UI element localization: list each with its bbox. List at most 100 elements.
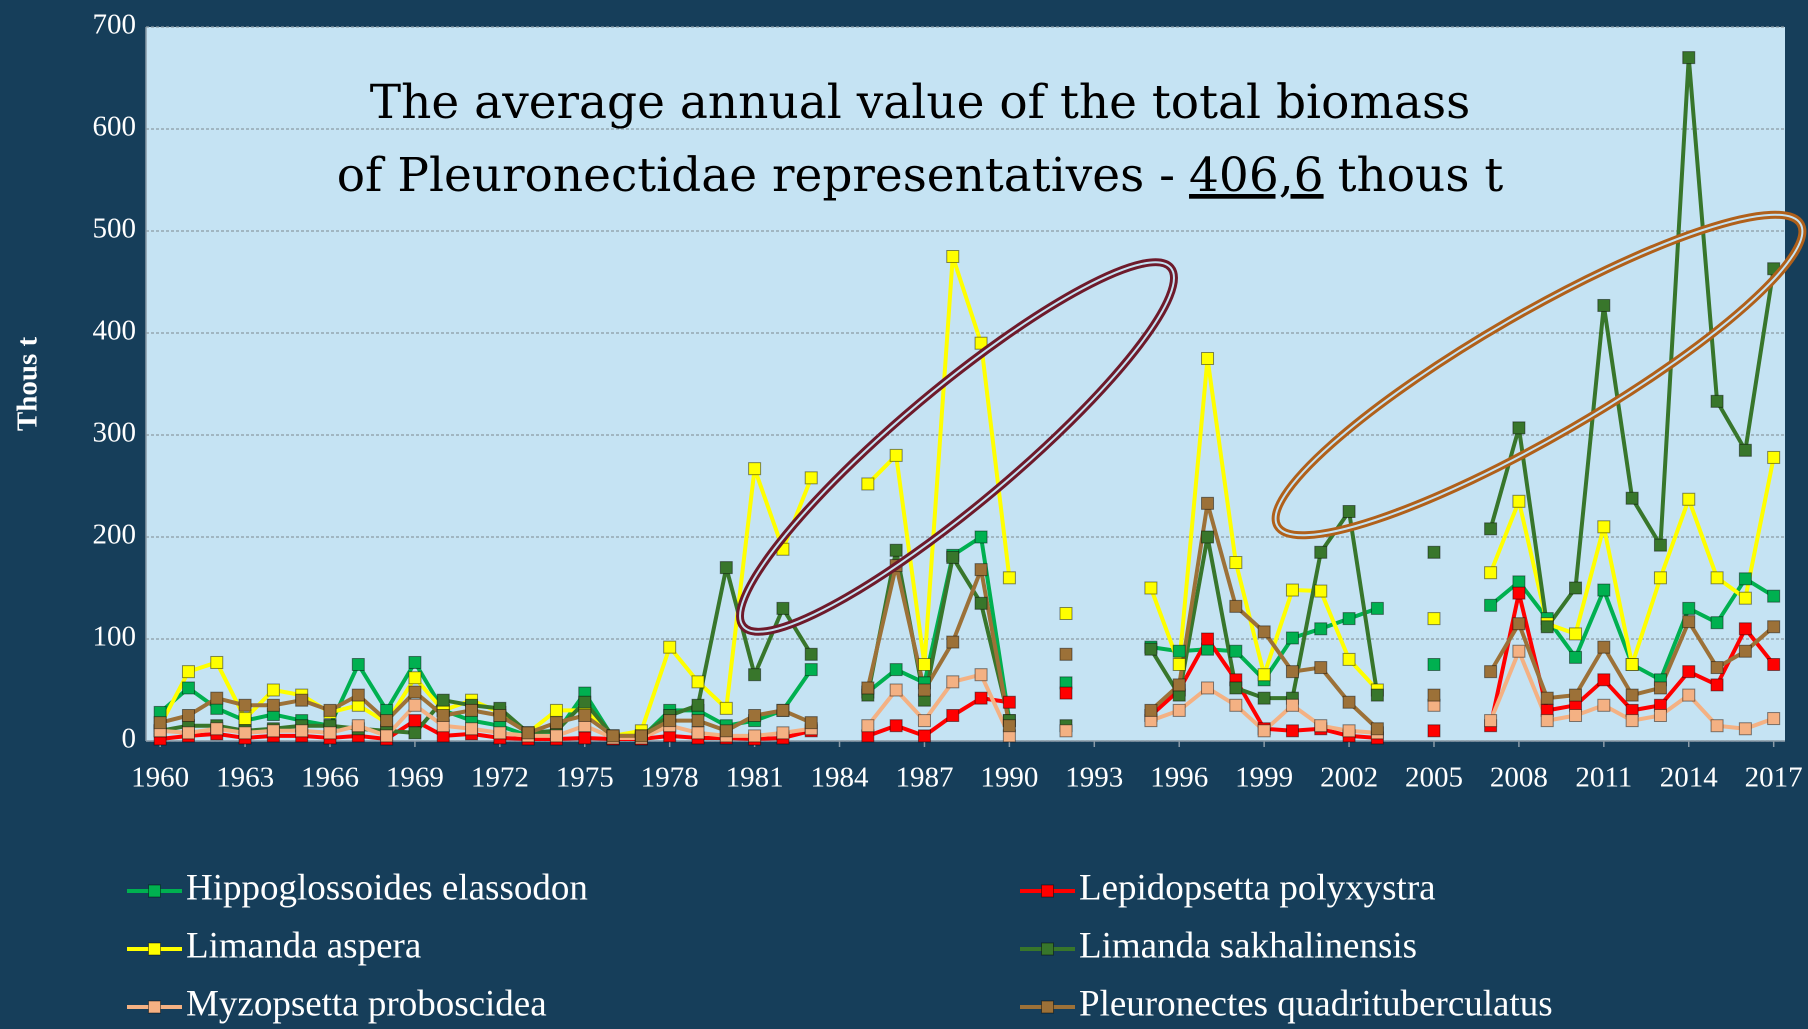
- data-point: [1370, 722, 1384, 736]
- data-point: [1738, 572, 1752, 586]
- data-point: [1710, 616, 1724, 630]
- data-point: [946, 550, 960, 564]
- data-point: [408, 698, 422, 712]
- data-point: [606, 729, 620, 743]
- data-point: [1285, 631, 1299, 645]
- data-point: [1767, 658, 1781, 671]
- data-point: [238, 698, 252, 712]
- data-point: [408, 714, 422, 728]
- plot-area: [146, 27, 1785, 741]
- data-point: [719, 701, 733, 715]
- y-tick-label: 500: [93, 213, 137, 245]
- data-point: [1342, 612, 1356, 626]
- data-point: [1540, 620, 1554, 634]
- legend-label: Myzopsetta proboscidea: [186, 983, 547, 1024]
- data-point: [266, 683, 280, 697]
- data-point: [1059, 724, 1073, 738]
- y-tick-label: 0: [122, 723, 137, 755]
- data-point: [436, 693, 450, 707]
- data-point: [1314, 622, 1328, 636]
- x-tick-label: 2002: [1320, 762, 1378, 794]
- data-point: [719, 561, 733, 575]
- data-point: [1738, 722, 1752, 736]
- data-point: [917, 714, 931, 728]
- data-point: [1597, 298, 1611, 312]
- x-tick-label: 1966: [301, 762, 359, 794]
- data-point: [1342, 505, 1356, 518]
- data-point: [1257, 668, 1271, 682]
- x-tick-label: 1987: [895, 762, 953, 794]
- data-point: [1767, 712, 1781, 726]
- series-layer: [153, 51, 1781, 746]
- data-point: [974, 530, 988, 544]
- data-point: [1342, 652, 1356, 666]
- data-point: [691, 726, 705, 740]
- y-tick-label: 700: [93, 9, 137, 41]
- data-point: [465, 703, 479, 717]
- data-point: [549, 729, 563, 743]
- x-tick-label: 2017: [1745, 762, 1803, 794]
- data-point: [1653, 709, 1667, 722]
- data-point: [238, 726, 252, 740]
- x-tick-label: 1978: [641, 762, 699, 794]
- data-point: [1682, 665, 1696, 679]
- data-point: [1314, 719, 1328, 733]
- data-point: [1512, 617, 1526, 631]
- data-point: [861, 719, 875, 733]
- title-line: The average annual value of the total bi…: [370, 75, 1470, 130]
- x-tick-label: 1972: [471, 762, 529, 794]
- data-point: [181, 681, 195, 695]
- data-point: [295, 724, 309, 738]
- data-point: [1512, 575, 1526, 589]
- data-point: [1710, 719, 1724, 733]
- data-point: [663, 714, 677, 728]
- data-point: [578, 709, 592, 722]
- data-point: [1172, 644, 1186, 658]
- data-point: [210, 722, 224, 736]
- data-point: [1059, 607, 1073, 620]
- legend: Hippoglossoides elassodon Lepidopsetta po…: [127, 867, 1553, 1024]
- data-point: [1427, 688, 1441, 702]
- data-point: [1512, 644, 1526, 658]
- data-point: [1512, 494, 1526, 508]
- data-point: [1201, 530, 1215, 544]
- legend-swatch-marker: [1041, 942, 1054, 956]
- data-point: [1342, 724, 1356, 738]
- data-point: [1285, 583, 1299, 597]
- data-point: [1229, 599, 1243, 613]
- x-tick-label: 1963: [216, 762, 274, 794]
- highlight-ellipse: [736, 258, 1178, 636]
- data-point: [946, 709, 960, 722]
- data-point: [181, 709, 195, 722]
- data-point: [1229, 644, 1243, 658]
- data-point: [1597, 520, 1611, 534]
- data-point: [1710, 394, 1724, 408]
- data-point: [1738, 591, 1752, 605]
- data-point: [748, 462, 762, 476]
- y-tick-label: 300: [93, 417, 137, 449]
- data-point: [181, 726, 195, 740]
- data-point: [181, 665, 195, 679]
- y-tick-label: 600: [93, 111, 137, 143]
- data-point: [351, 688, 365, 702]
- data-point: [1625, 688, 1639, 702]
- data-point: [1172, 703, 1186, 717]
- legend-swatch-marker: [148, 884, 161, 898]
- data-point: [1682, 601, 1696, 615]
- data-point: [889, 683, 903, 697]
- y-tick-label: 100: [93, 621, 137, 653]
- data-point: [1172, 678, 1186, 692]
- data-point: [1257, 691, 1271, 705]
- x-tick-label: 1996: [1150, 762, 1208, 794]
- data-point: [861, 681, 875, 695]
- data-point: [1285, 698, 1299, 712]
- legend-label: Limanda sakhalinensis: [1079, 925, 1417, 966]
- y-tick-label: 400: [93, 315, 137, 347]
- legend-swatch-marker: [148, 942, 161, 956]
- series-line: [160, 649, 1775, 740]
- data-point: [578, 731, 592, 745]
- data-point: [323, 703, 337, 717]
- data-point: [1484, 522, 1498, 536]
